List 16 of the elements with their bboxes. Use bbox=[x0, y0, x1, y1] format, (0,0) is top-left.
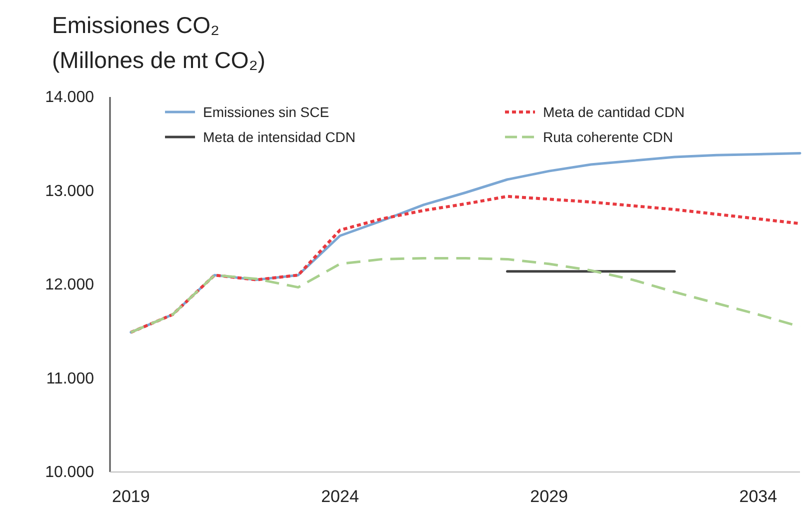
chart-title: Emissiones CO₂ bbox=[52, 12, 220, 38]
y-tick-label: 12.000 bbox=[45, 276, 94, 294]
x-tick-label: 2019 bbox=[112, 487, 150, 506]
chart-subtitle: (Millones de mt CO₂) bbox=[52, 47, 266, 73]
y-tick-label: 10.000 bbox=[45, 464, 94, 482]
legend-label: Emissiones sin SCE bbox=[203, 104, 330, 120]
y-tick-label: 13.000 bbox=[45, 182, 94, 200]
x-tick-label: 2029 bbox=[530, 487, 568, 506]
x-tick-label: 2034 bbox=[739, 487, 778, 506]
y-tick-label: 11.000 bbox=[46, 370, 94, 388]
legend-label: Ruta coherente CDN bbox=[543, 129, 673, 145]
legend-label: Meta de cantidad CDN bbox=[543, 104, 685, 120]
x-tick-label: 2024 bbox=[321, 487, 359, 506]
legend-label: Meta de intensidad CDN bbox=[203, 129, 356, 145]
line-series bbox=[130, 257, 802, 334]
y-tick-label: 14.000 bbox=[45, 89, 94, 106]
